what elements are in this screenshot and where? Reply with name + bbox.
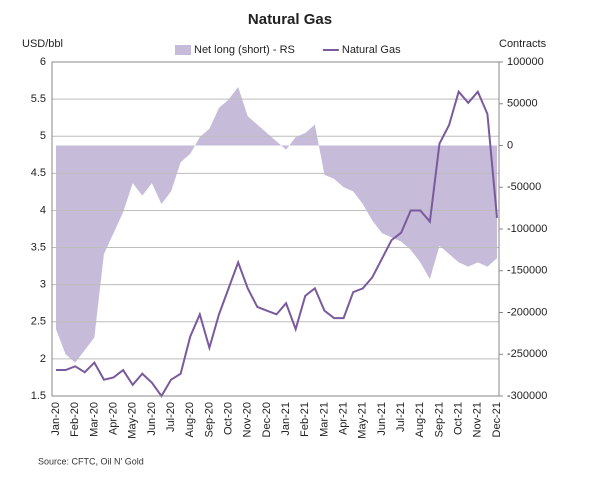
x-tick-label: Jun-20: [146, 402, 158, 436]
y2-tick-label: -100000: [507, 223, 547, 235]
y-tick-label: 4.5: [31, 167, 46, 179]
x-tick-label: May-21: [357, 402, 369, 439]
y2-tick-label: -200000: [507, 306, 547, 318]
x-tick-label: Jul-20: [165, 402, 177, 432]
y2-tick-label: -50000: [507, 181, 541, 193]
x-tick-label: Sep-20: [203, 402, 215, 437]
x-tick-label: Oct-20: [222, 402, 234, 435]
y-tick-label: 4: [40, 204, 46, 216]
x-tick-label: Feb-20: [69, 402, 81, 437]
y-tick-label: 5.5: [31, 93, 46, 105]
x-tick-label: Dec-21: [491, 402, 503, 437]
y2-tick-label: 100000: [507, 56, 544, 68]
line: [56, 89, 498, 398]
x-tick-label: Apr-20: [107, 402, 119, 435]
x-tick-label: Jan-21: [280, 402, 292, 436]
source-note: Source: CFTC, Oil N' Gold: [38, 456, 144, 466]
y-tick-label: 2.5: [31, 316, 46, 328]
y-tick-label: 3: [40, 279, 46, 291]
x-tick-label: May-20: [127, 402, 139, 439]
y2-tick-label: -150000: [507, 265, 547, 277]
x-tick-label: Jun-21: [376, 402, 388, 436]
x-tick-label: Mar-21: [318, 402, 330, 437]
x-tick-label: Oct-21: [453, 402, 465, 435]
legend-label: Net long (short) - RS: [194, 44, 295, 56]
x-tick-label: Nov-21: [472, 402, 484, 437]
y2-axis-title: Contracts: [499, 38, 547, 50]
x-tick-label: Jan-20: [50, 402, 62, 436]
legend-swatch: [175, 45, 191, 55]
y2-tick-label: 50000: [507, 98, 538, 110]
y-tick-label: 6: [40, 56, 46, 68]
x-tick-label: Feb-21: [299, 402, 311, 437]
y-tick-label: 1.5: [31, 390, 46, 402]
y-tick-label: 3.5: [31, 241, 46, 253]
area: [56, 87, 497, 363]
y-tick-label: 2: [40, 353, 46, 365]
chart-title: Natural Gas: [248, 11, 332, 28]
x-tick-label: Apr-21: [338, 402, 350, 435]
y2-tick-label: 0: [507, 139, 513, 151]
legend-label: Natural Gas: [342, 44, 401, 56]
y2-tick-label: -300000: [507, 390, 547, 402]
x-tick-label: Dec-20: [261, 402, 273, 437]
plot-frame: [51, 61, 500, 397]
legend: Net long (short) - RS Natural Gas: [175, 44, 401, 56]
x-tick-label: Jul-21: [395, 402, 407, 432]
x-tick-label: Aug-21: [414, 402, 426, 437]
x-tick-label: Mar-20: [88, 402, 100, 437]
y-axis-title: USD/bbl: [22, 38, 63, 50]
x-tick-label: Sep-21: [433, 402, 445, 437]
y-tick-label: 5: [40, 130, 46, 142]
y2-tick-label: -250000: [507, 348, 547, 360]
x-tick-label: Aug-20: [184, 402, 196, 437]
x-tick-label: Nov-20: [242, 402, 254, 437]
